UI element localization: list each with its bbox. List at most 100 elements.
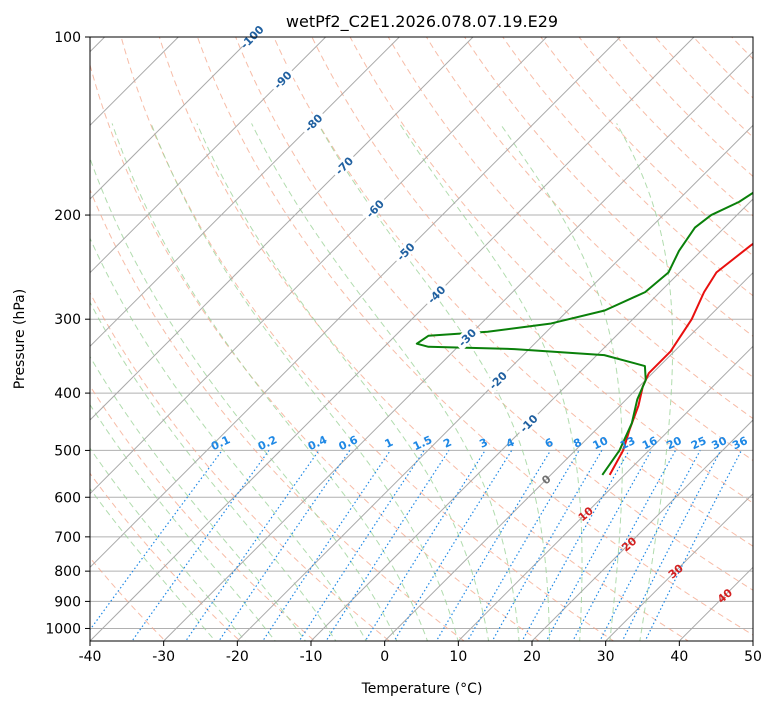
moist-adiabat bbox=[90, 156, 398, 641]
moist-adiabat bbox=[317, 123, 550, 641]
mixing-ratio-label: 13 bbox=[618, 434, 637, 452]
plot-area bbox=[90, 37, 753, 641]
isotherm-label-bg bbox=[453, 323, 481, 351]
mixing-ratio-line bbox=[325, 450, 450, 641]
mixing-ratio-label: 20 bbox=[664, 434, 684, 452]
x-axis-title: Temperature (°C) bbox=[361, 681, 483, 697]
mixing-ratio-line bbox=[90, 450, 223, 631]
y-tick-label: 200 bbox=[54, 208, 81, 224]
isotherm bbox=[310, 198, 753, 641]
x-tick-label: 0 bbox=[380, 649, 389, 665]
mixing-ratio-line bbox=[131, 450, 270, 641]
dry-adiabat bbox=[502, 37, 753, 297]
dry-adiabat bbox=[387, 37, 753, 420]
moist-adiabat bbox=[196, 123, 490, 641]
isotherm bbox=[90, 37, 180, 127]
y-tick-label: 100 bbox=[54, 30, 81, 46]
isotherm bbox=[90, 37, 548, 495]
mixing-ratio-label: 30 bbox=[710, 434, 730, 452]
moist-adiabat bbox=[150, 123, 459, 641]
dry-adiabat bbox=[349, 37, 753, 462]
moist-adiabat bbox=[90, 487, 216, 641]
dry-adiabat bbox=[120, 37, 615, 641]
x-tick-label: 10 bbox=[449, 649, 467, 665]
dry-adiabat bbox=[90, 472, 241, 641]
isotherm bbox=[90, 37, 474, 421]
mixing-ratio-line bbox=[185, 450, 320, 641]
mixing-ratio-line bbox=[491, 450, 603, 641]
mixing-ratio-line bbox=[521, 450, 630, 641]
mixing-ratio-label: 36 bbox=[730, 434, 750, 452]
x-tick-label: 30 bbox=[597, 649, 615, 665]
x-tick-label: -20 bbox=[226, 649, 249, 665]
moist-adiabat bbox=[90, 301, 337, 641]
x-tick-label: -30 bbox=[152, 649, 175, 665]
mixing-ratio-line bbox=[545, 450, 652, 641]
x-tick-label: -10 bbox=[300, 649, 323, 665]
moist-adiabat bbox=[90, 355, 307, 641]
mixing-ratio-line bbox=[466, 450, 580, 641]
isotherm-label-bg bbox=[483, 366, 512, 394]
y-axis-title: Pressure (hPa) bbox=[12, 289, 28, 389]
plot-frame bbox=[89, 36, 754, 642]
mixing-ratio-label: 16 bbox=[640, 434, 660, 452]
mixing-ratio-line bbox=[644, 450, 743, 641]
isotherm bbox=[457, 345, 753, 641]
moist-adiabat bbox=[90, 447, 246, 641]
isotherm bbox=[236, 124, 753, 641]
isotherm bbox=[383, 271, 753, 641]
y-tick-label: 500 bbox=[54, 443, 81, 459]
isotherm-label-bg bbox=[514, 409, 543, 437]
moist-adiabat bbox=[251, 123, 520, 641]
x-tick-label: 40 bbox=[670, 649, 688, 665]
isotherm bbox=[531, 419, 753, 641]
dry-adiabat bbox=[90, 63, 540, 641]
moist-adiabat bbox=[90, 237, 367, 641]
mixing-ratio-line bbox=[435, 450, 552, 641]
y-tick-label: 1000 bbox=[45, 621, 81, 637]
isotherm bbox=[90, 37, 327, 274]
mixing-ratio-line bbox=[621, 450, 722, 641]
moist-adiabat bbox=[499, 123, 623, 641]
y-tick-label: 900 bbox=[54, 594, 81, 610]
x-tick-label: 50 bbox=[744, 649, 762, 665]
y-tick-label: 800 bbox=[54, 564, 81, 580]
x-tick-label: -40 bbox=[79, 649, 102, 665]
sounding-series bbox=[415, 191, 753, 476]
temperature-profile bbox=[608, 242, 753, 476]
y-tick-label: 700 bbox=[54, 530, 81, 546]
dry-adiabat bbox=[90, 188, 465, 641]
dry-adiabat bbox=[158, 37, 690, 641]
isotherm bbox=[90, 37, 622, 569]
dewpoint-profile bbox=[415, 191, 753, 476]
mixing-ratio-lines bbox=[90, 450, 743, 641]
moist-adiabat bbox=[616, 123, 674, 641]
mixing-ratio-label: 10 bbox=[591, 434, 611, 452]
isotherm-label-bg bbox=[299, 108, 327, 137]
x-tick-label: 20 bbox=[523, 649, 541, 665]
isotherm-label-bg bbox=[422, 280, 450, 309]
mixing-ratio-line bbox=[298, 450, 425, 641]
y-tick-label: 400 bbox=[54, 386, 81, 402]
dry-adiabat bbox=[463, 37, 753, 337]
isotherm-label-bg bbox=[330, 151, 358, 180]
x-axis-ticks: -40 -30 -20 -10 0 10 20 30 40 50 bbox=[79, 641, 762, 665]
dry-adiabat bbox=[273, 37, 753, 547]
dry-adiabat bbox=[311, 37, 753, 504]
dry-adiabat bbox=[90, 291, 391, 641]
y-axis-ticks: 100 200 300 400 500 600 700 800 900 1000 bbox=[45, 30, 90, 637]
grid-lines bbox=[90, 36, 753, 629]
isotherm bbox=[90, 37, 695, 641]
mixing-ratio-label: 25 bbox=[689, 434, 708, 452]
y-tick-label: 300 bbox=[54, 312, 81, 328]
mixing-ratio-line bbox=[262, 450, 391, 641]
dry-adiabats bbox=[90, 37, 753, 641]
chart-title: wetPf2_C2E1.2026.078.07.19.E29 bbox=[286, 12, 558, 32]
mixing-ratio-line bbox=[218, 450, 351, 641]
dry-adiabat bbox=[196, 37, 753, 636]
moist-adiabat bbox=[111, 123, 429, 641]
isotherm-label-bg bbox=[268, 65, 297, 94]
isotherm bbox=[604, 492, 753, 641]
